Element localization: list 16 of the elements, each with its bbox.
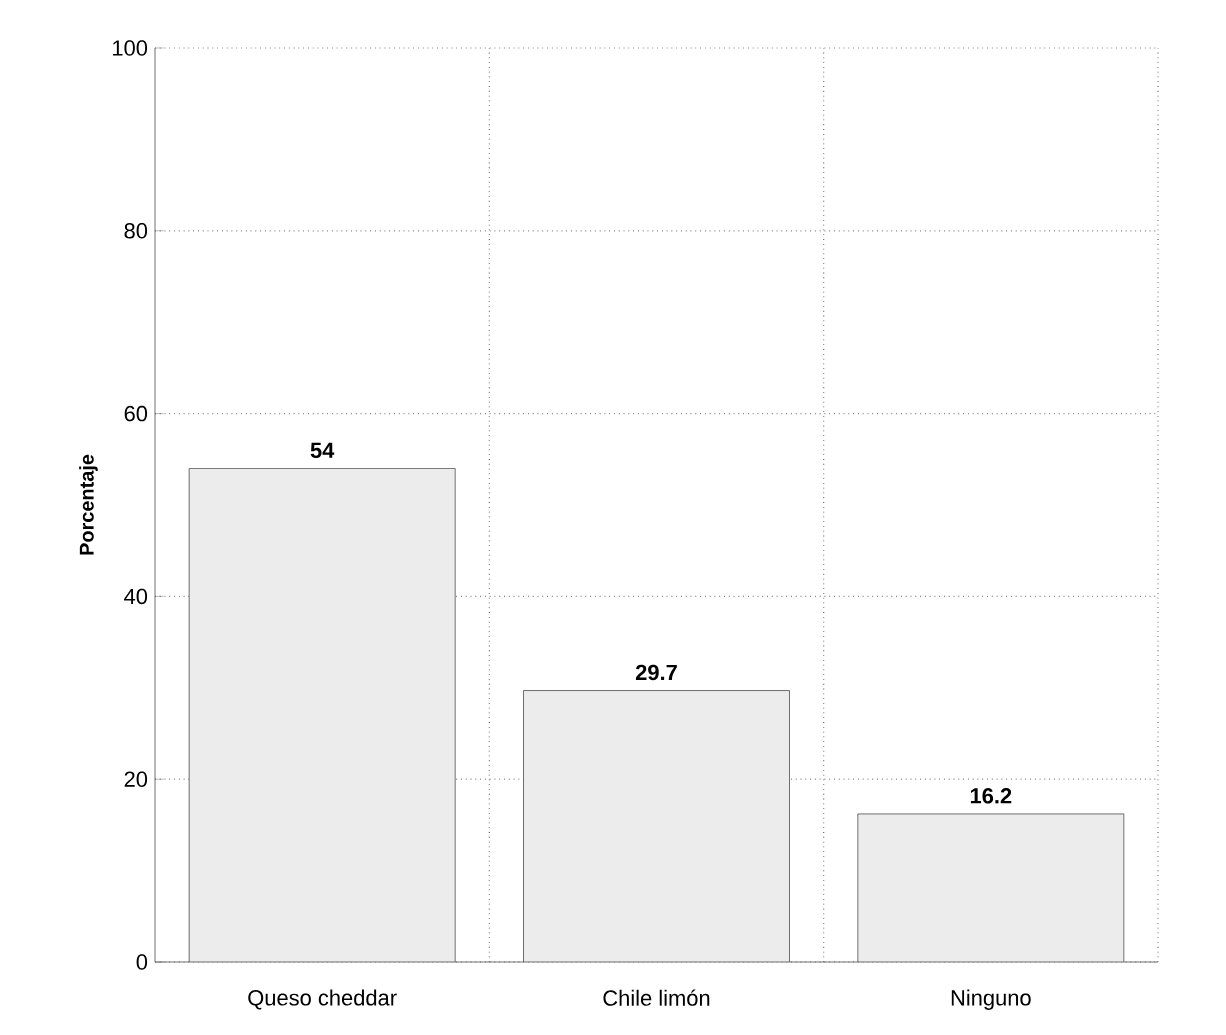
y-tick-label: 100 (113, 40, 148, 56)
data-label: 16.2 (970, 788, 1012, 804)
y-tick-label: 60 (124, 405, 148, 422)
y-tick-label: 80 (124, 223, 148, 239)
x-tick-label: Chile limón (603, 989, 710, 1006)
y-axis-title: Porcentaje (79, 454, 98, 555)
y-tick-label: 40 (124, 588, 148, 605)
x-tick-label: Queso cheddar (248, 989, 397, 1010)
y-tick-label: 0 (136, 954, 148, 970)
y-tick-label: 20 (124, 771, 148, 787)
bar (857, 813, 1125, 962)
x-tick-label: Ninguno (951, 989, 1031, 1010)
data-label: 29.7 (635, 664, 677, 681)
bar (189, 468, 456, 962)
bar (523, 690, 790, 962)
data-label: 54 (310, 442, 335, 459)
